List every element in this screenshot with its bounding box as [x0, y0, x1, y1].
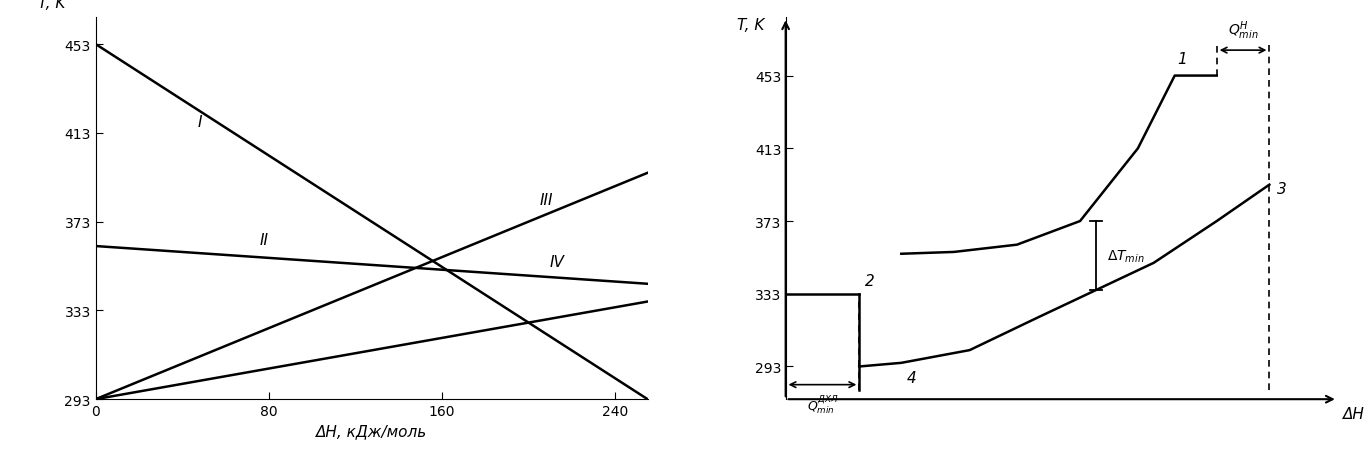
Text: $Q_{min}^{ДХЛ}$: $Q_{min}^{ДХЛ}$: [807, 394, 838, 416]
Text: ΔH: ΔH: [1343, 407, 1365, 421]
Text: 1: 1: [1178, 52, 1188, 67]
Text: I: I: [197, 115, 202, 130]
Text: $Q_{min}^{H}$: $Q_{min}^{H}$: [1227, 19, 1259, 42]
Text: T, K: T, K: [737, 18, 764, 34]
Text: II: II: [259, 232, 269, 247]
Text: 2: 2: [864, 274, 874, 289]
X-axis label: ΔН, кДж/моль: ΔН, кДж/моль: [315, 424, 427, 439]
Text: 4: 4: [906, 370, 916, 385]
Text: 3: 3: [1278, 181, 1287, 196]
Y-axis label: T, K: T, K: [38, 0, 66, 11]
Text: III: III: [539, 192, 553, 207]
Text: IV: IV: [549, 255, 564, 269]
Text: $\Delta T_{min}$: $\Delta T_{min}$: [1107, 248, 1145, 264]
